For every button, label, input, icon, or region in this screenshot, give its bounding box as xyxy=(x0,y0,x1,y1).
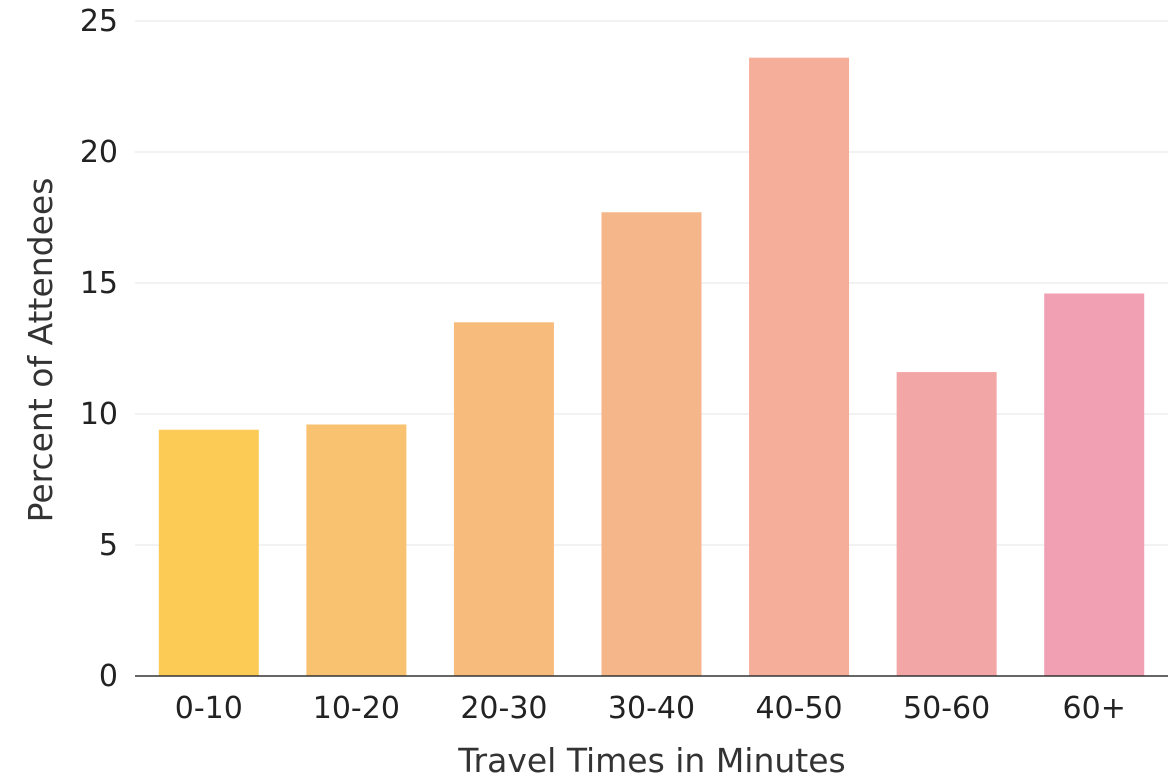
bar xyxy=(158,429,259,676)
bar xyxy=(306,424,407,676)
bar xyxy=(1044,293,1145,676)
y-tick-labels: 0 5 10 15 20 25 xyxy=(80,4,118,694)
x-tick-label: 60+ xyxy=(1063,691,1126,726)
bar xyxy=(453,322,554,676)
bar xyxy=(749,57,850,677)
y-tick-label: 5 xyxy=(99,528,118,563)
y-tick-label: 20 xyxy=(80,135,118,170)
x-tick-labels: 0-10 10-20 20-30 30-40 40-50 50-60 60+ xyxy=(175,691,1126,726)
bar xyxy=(601,212,702,676)
x-tick-label: 50-60 xyxy=(903,691,990,726)
y-tick-label: 10 xyxy=(80,397,118,432)
x-tick-label: 20-30 xyxy=(460,691,547,726)
y-tick-label: 0 xyxy=(99,659,118,694)
x-tick-label: 30-40 xyxy=(608,691,695,726)
x-tick-label: 10-20 xyxy=(313,691,400,726)
y-tick-label: 25 xyxy=(80,4,118,39)
x-tick-label: 0-10 xyxy=(175,691,243,726)
bars xyxy=(158,57,1145,677)
y-tick-label: 15 xyxy=(80,266,118,301)
x-axis-title: Travel Times in Minutes xyxy=(457,741,846,780)
y-axis-title: Percent of Attendees xyxy=(21,178,60,523)
bar xyxy=(896,372,997,676)
x-tick-label: 40-50 xyxy=(755,691,842,726)
